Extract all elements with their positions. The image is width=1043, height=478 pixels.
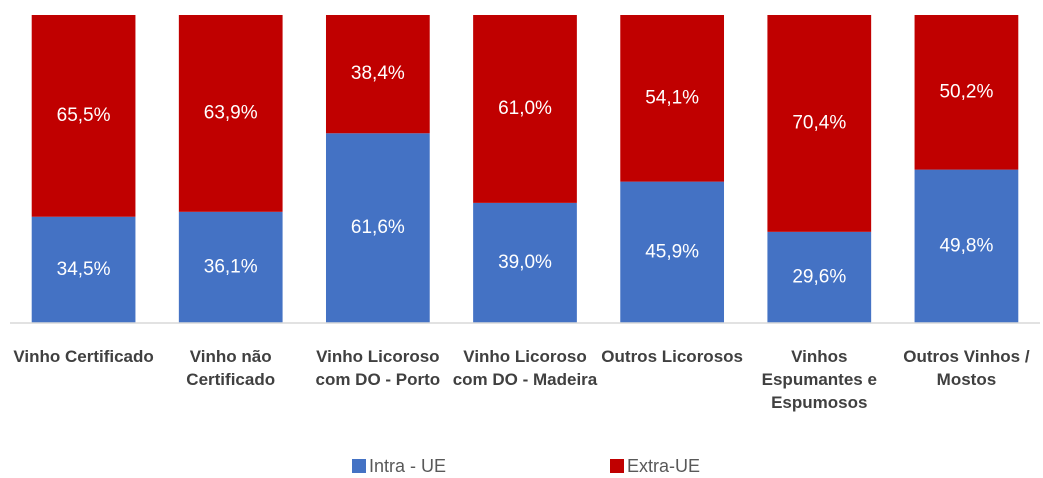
legend-swatch [610,459,624,473]
bar-segment [178,15,283,212]
data-label: 54,1% [645,87,699,108]
data-label: 34,5% [57,259,111,280]
x-tick-label: Vinho Licoroso com DO - Porto [315,347,441,389]
data-label: 45,9% [645,241,699,262]
bar-segment [325,133,430,323]
bar-segment [914,169,1019,323]
legend-label: Extra-UE [627,456,700,476]
x-tick-label: Vinhos Espumantes e Espumosos [761,347,877,412]
data-label: 29,6% [792,266,846,287]
data-label: 70,4% [792,112,846,133]
x-tick-label: Outros Vinhos / Mostos [903,347,1030,389]
x-tick-label: Outros Licorosos [601,347,743,366]
data-label: 61,6% [351,217,405,238]
legend-label: Intra - UE [369,456,446,476]
bar-segment [325,15,430,134]
bar-segment [473,202,577,323]
bar-segment [31,216,136,323]
data-label: 38,4% [351,63,405,84]
bar-segment [178,211,283,323]
data-label: 39,0% [498,252,552,273]
bar-segment [914,15,1019,170]
bar-segment [473,15,577,203]
bar-segment [31,15,136,217]
data-label: 61,0% [498,98,552,119]
bar-segment [620,181,725,323]
x-tick-label: Vinho Licoroso com DO - Madeira [452,347,598,389]
x-tick-label: Vinho Certificado [13,347,154,366]
bar-segment [767,15,872,232]
bar-segment [620,15,725,182]
data-label: 36,1% [204,256,258,277]
data-label: 50,2% [939,81,993,102]
bar-segment [767,231,872,323]
legend-swatch [352,459,366,473]
data-label: 63,9% [204,102,258,123]
data-label: 65,5% [57,105,111,126]
x-tick-label: Vinho não Certificado [186,347,276,389]
data-label: 49,8% [939,235,993,256]
